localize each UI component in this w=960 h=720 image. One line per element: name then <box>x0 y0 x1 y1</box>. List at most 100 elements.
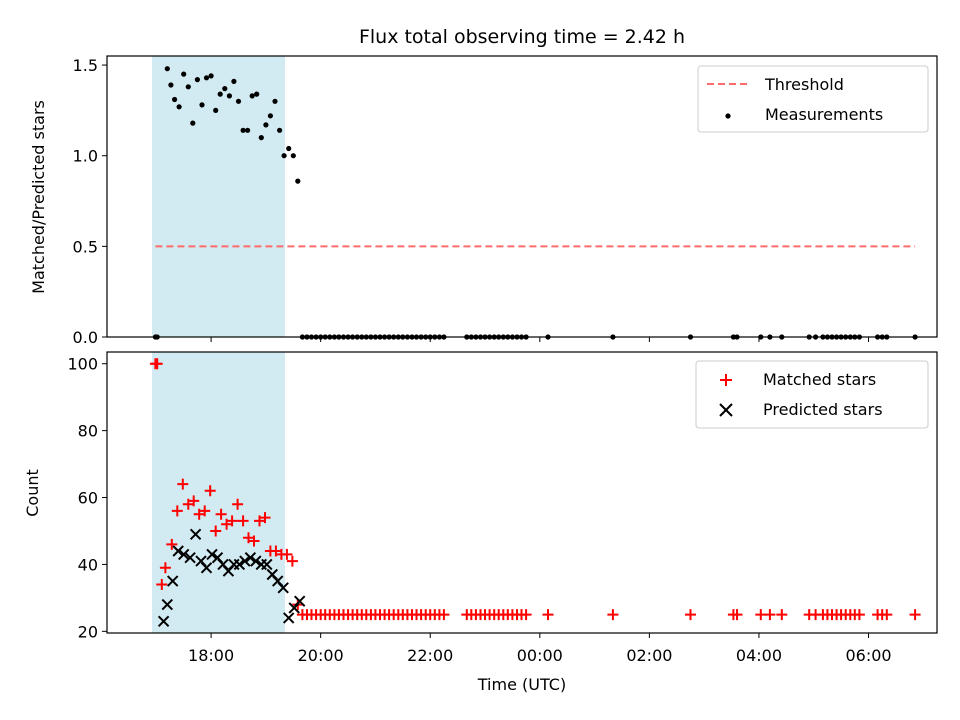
top-shade <box>152 56 285 337</box>
bottom-x-axis: 18:00 20:00 22:00 00:00 02:00 04:00 06:00 <box>188 633 892 665</box>
top-y-axis-title: Matched/Predicted stars <box>29 100 48 294</box>
predicted-stars-point <box>233 558 246 571</box>
bottom-x-tick-label: 06:00 <box>845 646 891 665</box>
measurement-point <box>199 102 205 108</box>
measurement-point <box>281 153 287 159</box>
matched-stars-point <box>881 609 893 621</box>
top-y-axis: 0.0 0.5 1.0 1.5 <box>73 56 107 347</box>
predicted-stars-point <box>293 595 306 607</box>
bottom-legend-box <box>695 360 929 429</box>
matched-stars-point <box>520 609 532 621</box>
matched-stars-point <box>281 548 293 560</box>
chart-title: Flux total observing time = 2.42 h <box>359 26 685 48</box>
measurement-point <box>222 86 228 92</box>
bottom-x-tick-label: 20:00 <box>298 646 344 665</box>
matched-stars-point <box>177 478 189 490</box>
bottom-x-tick-label: 22:00 <box>407 646 453 665</box>
legend-measurements-label: Measurements <box>765 105 883 124</box>
top-y-tick-label: 0.5 <box>73 237 98 256</box>
top-y-tick-label: 1.5 <box>73 56 98 75</box>
predicted-stars-point <box>282 612 295 624</box>
legend-matched-marker <box>720 374 732 386</box>
bottom-plot-area <box>149 358 921 628</box>
legend-predicted-label: Predicted stars <box>763 400 883 419</box>
predicted-stars-point <box>200 562 213 574</box>
bottom-y-axis: 20 40 60 80 100 <box>67 355 107 641</box>
predicted-stars-point <box>277 582 289 594</box>
matched-stars-point <box>210 525 222 537</box>
measurement-point <box>254 91 260 97</box>
matched-stars-point <box>438 609 450 621</box>
predicted-stars-point <box>206 548 218 561</box>
top-y-tick-label: 0.0 <box>73 328 98 347</box>
bottom-axes-frame <box>106 351 938 634</box>
top-x-ticks <box>210 337 870 342</box>
matched-stars-point <box>199 505 211 517</box>
matched-stars-point <box>853 609 865 621</box>
bottom-x-tick-label: 02:00 <box>626 646 672 665</box>
measurement-point <box>176 104 182 110</box>
measurement-point <box>295 178 301 184</box>
matched-stars-point <box>248 535 260 547</box>
top-legend: Threshold Measurements <box>697 65 929 133</box>
bottom-panel: 20 40 60 80 100 18:00 20:00 22:00 00:00 02:00 04:… <box>23 351 938 694</box>
matched-stars-point <box>171 505 183 517</box>
matched-stars-point <box>259 512 271 524</box>
measurement-point <box>267 113 273 119</box>
top-y-tick-label: 1.0 <box>73 147 98 166</box>
measurement-point <box>203 75 210 81</box>
matched-stars-point <box>151 358 163 370</box>
matched-stars-point <box>685 609 696 621</box>
matched-stars-point <box>188 495 200 507</box>
matched-stars-point <box>232 498 244 510</box>
measurement-point <box>172 96 178 103</box>
bottom-y-tick-label: 80 <box>78 422 98 441</box>
matched-stars-point <box>776 609 788 621</box>
predicted-stars-point <box>239 555 251 567</box>
measurement-point <box>277 127 283 133</box>
bottom-shade <box>152 352 285 633</box>
bottom-y-axis-title: Count <box>23 469 42 517</box>
measurement-point <box>249 93 255 99</box>
legend-threshold-label: Threshold <box>764 75 844 94</box>
predicted-stars-point <box>184 551 196 564</box>
predicted-stars-point <box>161 598 174 611</box>
top-panel: 0.0 0.5 1.0 1.5 Matched/Predicted stars Thr… <box>29 55 938 347</box>
predicted-stars-point <box>261 558 273 571</box>
measurement-point <box>181 71 187 77</box>
measurement-point <box>272 98 278 104</box>
matched-stars-point <box>542 609 554 621</box>
legend-matched-label: Matched stars <box>763 370 876 389</box>
measurement-point <box>217 91 223 97</box>
predicted-stars-point <box>250 555 262 567</box>
measurement-point <box>185 84 191 90</box>
measurement-point <box>213 107 219 113</box>
matched-stars-point <box>204 485 216 497</box>
legend-predicted-marker <box>719 403 733 417</box>
matched-stars-point <box>156 579 168 590</box>
measurement-point <box>168 82 174 88</box>
bottom-y-tick-label: 40 <box>78 555 98 574</box>
bottom-x-tick-label: 18:00 <box>188 646 234 665</box>
bottom-y-tick-label: 20 <box>78 622 98 641</box>
bottom-y-tick-label: 100 <box>67 355 98 374</box>
measurement-point <box>258 135 264 141</box>
bottom-legend: Matched stars Predicted stars <box>695 360 929 429</box>
matched-stars-point <box>237 515 249 527</box>
predicted-stars-point <box>244 551 257 564</box>
matched-stars-point <box>166 538 178 550</box>
predicted-stars-point <box>166 575 179 587</box>
measurement-point <box>235 98 242 104</box>
predicted-stars-point <box>189 528 202 541</box>
matched-stars-point <box>731 609 743 621</box>
predicted-stars-point <box>172 545 184 557</box>
measurement-point <box>208 73 214 79</box>
matched-stars-point <box>286 555 298 567</box>
measurement-point <box>240 127 246 133</box>
measurement-point <box>194 77 200 83</box>
measurement-point <box>290 153 296 159</box>
predicted-stars-point <box>177 548 190 561</box>
measurement-point <box>231 78 237 84</box>
legend-measurements-marker <box>725 113 731 119</box>
